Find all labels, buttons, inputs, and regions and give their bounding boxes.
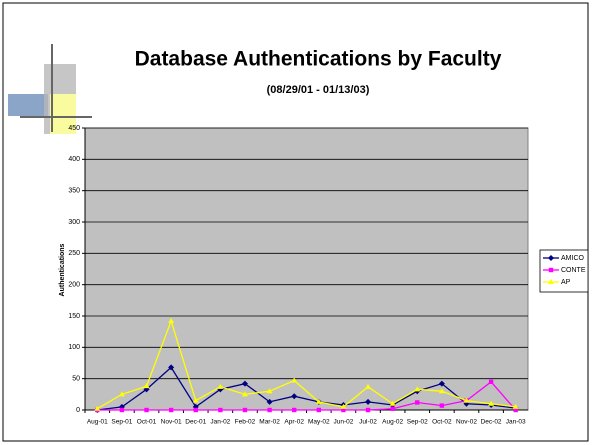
point [143, 383, 150, 389]
point [168, 407, 174, 413]
x-tick-label: Jun-02 [333, 419, 353, 426]
x-tick-label: Mar-02 [259, 419, 280, 426]
x-tick-label: Dec-01 [185, 419, 206, 426]
x-tick-label: Nov-01 [161, 419, 182, 426]
deco [50, 94, 76, 134]
x-tick-label: Feb-02 [235, 419, 256, 426]
point [438, 380, 445, 387]
point [193, 407, 198, 413]
plot-area [84, 127, 529, 411]
y-axis-label: Authentications [59, 243, 66, 296]
point [341, 407, 346, 413]
legend-label: AMICO [561, 255, 585, 262]
point [291, 407, 297, 413]
point [118, 391, 125, 397]
point [315, 398, 322, 404]
y-tick-label: 400 [68, 156, 80, 163]
point [168, 364, 175, 371]
point [241, 391, 248, 397]
point [266, 398, 273, 405]
point [365, 407, 371, 413]
series-line [97, 366, 516, 411]
y-tick-label: 150 [68, 313, 80, 320]
x-tick-label: Jan-02 [210, 419, 230, 426]
point [414, 386, 421, 392]
point [168, 318, 175, 324]
series-line [97, 380, 517, 411]
y-tick-label: 200 [68, 282, 80, 289]
x-tick-label: Jul-02 [359, 419, 377, 426]
deco [8, 94, 48, 116]
x-tick-label: Apr-02 [284, 419, 304, 426]
point [217, 383, 224, 389]
x-tick-label: May-02 [308, 419, 330, 426]
point [291, 377, 298, 383]
point [463, 397, 470, 403]
point [548, 279, 554, 284]
point [266, 388, 273, 394]
point [548, 267, 554, 273]
x-tick-label: Aug-02 [382, 419, 403, 426]
x-tick-label: Sep-02 [407, 419, 428, 426]
point [291, 393, 298, 400]
point [389, 400, 396, 406]
y-tick-label: 350 [68, 188, 80, 195]
x-tick-label: Oct-01 [137, 419, 157, 426]
point [340, 403, 347, 409]
legend-label: AP [561, 279, 571, 286]
y-tick-label: 250 [68, 250, 80, 257]
point [144, 407, 149, 413]
y-tick-label: 450 [68, 125, 80, 132]
point [438, 388, 445, 394]
point [94, 405, 101, 411]
point [488, 400, 495, 406]
point [390, 406, 395, 411]
point [365, 383, 372, 389]
x-tick-label: Aug-01 [87, 419, 108, 426]
point [513, 407, 518, 413]
y-tick-label: 100 [68, 344, 80, 351]
x-tick-label: Sep-01 [111, 419, 132, 426]
y-tick-label: 0 [76, 407, 80, 414]
point [267, 407, 272, 413]
x-tick-label: Oct-02 [432, 419, 452, 426]
legend-label: CONTE [561, 267, 586, 274]
point [218, 407, 223, 413]
y-tick-label: 300 [68, 219, 80, 226]
point [512, 403, 519, 409]
series-line [96, 319, 516, 410]
point [316, 407, 322, 413]
point [242, 407, 248, 413]
point [439, 403, 445, 408]
chart-title: Database Authentications by Faculty [135, 48, 502, 71]
y-tick-label: 50 [72, 376, 80, 383]
point [241, 380, 248, 387]
x-tick-label: Nov-02 [456, 419, 477, 426]
x-tick-label: Dec-02 [481, 419, 502, 426]
point [119, 407, 125, 413]
point [415, 400, 420, 405]
point [365, 398, 372, 405]
point [192, 397, 199, 403]
chart-subtitle: (08/29/01 - 01/13/03) [267, 84, 370, 96]
point [548, 255, 554, 261]
legend-box [539, 249, 589, 293]
x-tick-label: Jan-03 [506, 419, 526, 426]
point [488, 379, 494, 384]
